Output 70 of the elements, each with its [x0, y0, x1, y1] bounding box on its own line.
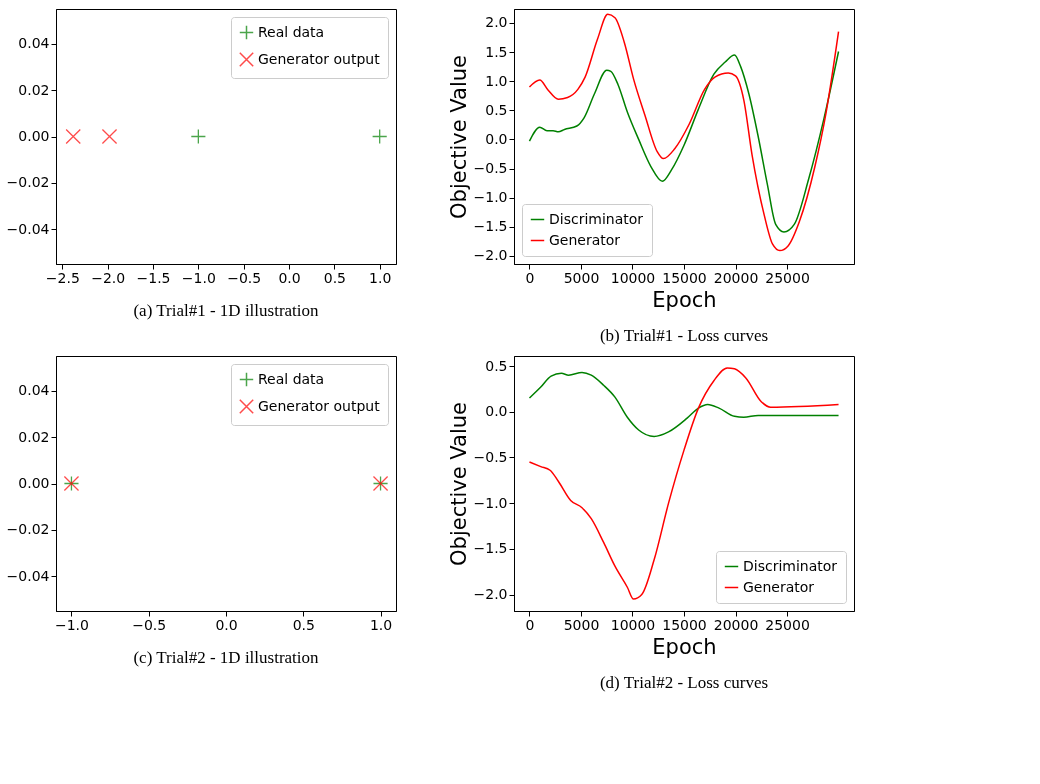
line-series: [528, 367, 840, 600]
x-tick-label: −2.5: [45, 269, 80, 286]
x-tick-label: 25000: [765, 269, 810, 286]
x-tick-label: 15000: [662, 616, 707, 633]
legend-label: Discriminator: [743, 557, 838, 574]
x-tick-label: 10000: [610, 269, 656, 286]
x-tick-label: −1.0: [54, 616, 89, 633]
x-tick-label: −2.0: [91, 269, 126, 286]
x-tick-label: 20000: [713, 616, 759, 633]
line-series: [528, 13, 840, 252]
legend-label: Generator: [743, 578, 815, 595]
y-tick-label: −1.0: [473, 189, 508, 206]
x-tick-label: −1.0: [181, 269, 216, 286]
x-axis-title: Epoch: [652, 287, 717, 312]
y-tick-label: 0.0: [485, 403, 508, 420]
text: (c) Trial#2 - 1D illustration: [133, 648, 320, 667]
legend-label: Generator output: [258, 397, 381, 414]
y-tick-label: −1.5: [473, 218, 508, 235]
legend-label: Discriminator: [549, 210, 644, 227]
y-tick-label: 1.5: [485, 43, 508, 60]
y-tick-label: −0.5: [473, 448, 508, 465]
x-axis-title: Epoch: [652, 634, 717, 659]
x-tick-label: 5000: [563, 616, 600, 633]
y-tick-label: −1.0: [473, 494, 508, 511]
y-tick-label: −0.04: [6, 567, 50, 584]
y-tick-label: −0.02: [6, 521, 50, 538]
y-tick-label: 0.02: [18, 428, 50, 445]
y-tick-label: 0.04: [18, 382, 50, 399]
text: (d) Trial#2 - Loss curves: [599, 673, 769, 692]
y-tick-label: 0.04: [18, 35, 50, 52]
x-tick-label: 0: [525, 616, 535, 633]
y-tick-label: 1.0: [485, 72, 508, 89]
y-tick-label: −1.5: [473, 540, 508, 557]
y-axis-title: Objective Value: [446, 55, 471, 219]
legend-label: Generator output: [258, 50, 381, 67]
legend-label: Generator: [549, 231, 621, 248]
y-tick-label: 0.00: [18, 475, 50, 491]
x-tick-label: −0.5: [132, 616, 167, 633]
x-tick-label: 0: [525, 269, 535, 286]
line-series: [528, 371, 840, 438]
y-tick-label: −0.5: [473, 160, 508, 177]
x-tick-label: 10000: [610, 616, 656, 633]
x-tick-label: 5000: [563, 269, 600, 286]
y-tick-label: 0.5: [485, 101, 508, 118]
x-tick-label: 20000: [713, 269, 759, 286]
y-tick-label: −2.0: [473, 247, 508, 264]
x-tick-label: 25000: [765, 616, 810, 633]
y-tick-label: 2.0: [485, 14, 508, 31]
x-tick-label: −1.5: [136, 269, 171, 286]
x-tick-label: 0.0: [215, 616, 238, 633]
x-tick-label: 1.0: [369, 269, 392, 286]
y-tick-label: 0.5: [485, 357, 508, 374]
y-tick-label: −0.02: [6, 174, 50, 191]
x-tick-label: −0.5: [227, 269, 262, 286]
y-tick-label: 0.0: [485, 130, 508, 147]
legend-label: Real data: [258, 370, 325, 387]
x-tick-label: 0.5: [292, 616, 315, 633]
x-tick-label: 0.0: [278, 269, 301, 286]
y-tick-label: 0.02: [18, 81, 50, 98]
x-tick-label: 0.5: [323, 269, 346, 286]
x-tick-label: 1.0: [369, 616, 393, 633]
line-series: [528, 50, 840, 233]
y-tick-label: 0.00: [18, 128, 50, 144]
x-tick-label: 15000: [662, 269, 707, 286]
legend-label: Real data: [258, 23, 325, 40]
y-axis-title: Objective Value: [446, 402, 471, 566]
y-tick-label: −0.04: [6, 220, 50, 237]
text: (b) Trial#1 - Loss curves: [599, 326, 769, 345]
y-tick-label: −2.0: [473, 586, 508, 603]
text: (a) Trial#1 - 1D illustration: [133, 301, 320, 320]
